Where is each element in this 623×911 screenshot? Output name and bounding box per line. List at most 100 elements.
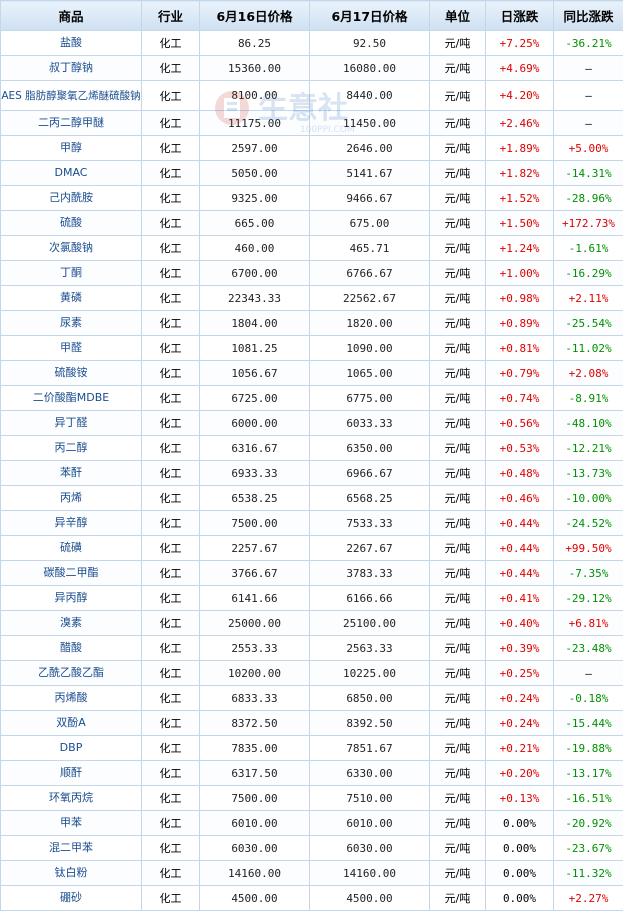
- unit-cell: 元/吨: [430, 261, 486, 286]
- commodity-cell: 叔丁醇钠: [1, 56, 142, 81]
- price-jun17-cell: 6850.00: [310, 686, 430, 711]
- yoy-change-cell: +2.08%: [554, 361, 623, 386]
- unit-cell: 元/吨: [430, 136, 486, 161]
- unit-cell: 元/吨: [430, 186, 486, 211]
- price-jun17-cell: 2563.33: [310, 636, 430, 661]
- daily-change-cell: +0.39%: [486, 636, 554, 661]
- yoy-change-cell: —: [554, 56, 623, 81]
- daily-change-cell: 0.00%: [486, 836, 554, 861]
- yoy-change-cell: -8.91%: [554, 386, 623, 411]
- industry-cell: 化工: [142, 336, 200, 361]
- unit-cell: 元/吨: [430, 661, 486, 686]
- industry-cell: 化工: [142, 586, 200, 611]
- industry-cell: 化工: [142, 786, 200, 811]
- industry-cell: 化工: [142, 561, 200, 586]
- industry-cell: 化工: [142, 386, 200, 411]
- industry-cell: 化工: [142, 861, 200, 886]
- daily-change-cell: +0.13%: [486, 786, 554, 811]
- yoy-change-cell: -12.21%: [554, 436, 623, 461]
- commodity-cell: 异丁醛: [1, 411, 142, 436]
- industry-cell: 化工: [142, 486, 200, 511]
- commodity-cell: 二价酸酯MDBE: [1, 386, 142, 411]
- daily-change-cell: 0.00%: [486, 886, 554, 911]
- industry-cell: 化工: [142, 736, 200, 761]
- unit-cell: 元/吨: [430, 836, 486, 861]
- daily-change-cell: +0.74%: [486, 386, 554, 411]
- price-jun16-cell: 9325.00: [200, 186, 310, 211]
- price-jun17-cell: 6010.00: [310, 811, 430, 836]
- unit-cell: 元/吨: [430, 736, 486, 761]
- daily-change-cell: +0.98%: [486, 286, 554, 311]
- daily-change-cell: +0.20%: [486, 761, 554, 786]
- unit-cell: 元/吨: [430, 536, 486, 561]
- yoy-change-cell: +5.00%: [554, 136, 623, 161]
- commodity-cell: 碳酸二甲酯: [1, 561, 142, 586]
- price-jun16-cell: 7835.00: [200, 736, 310, 761]
- daily-change-cell: 0.00%: [486, 861, 554, 886]
- yoy-change-cell: -16.51%: [554, 786, 623, 811]
- unit-cell: 元/吨: [430, 586, 486, 611]
- daily-change-cell: +4.20%: [486, 81, 554, 111]
- price-jun16-cell: 4500.00: [200, 886, 310, 911]
- yoy-change-cell: -13.73%: [554, 461, 623, 486]
- daily-change-cell: +1.50%: [486, 211, 554, 236]
- price-jun16-cell: 8372.50: [200, 711, 310, 736]
- unit-cell: 元/吨: [430, 336, 486, 361]
- price-jun17-cell: 6966.67: [310, 461, 430, 486]
- daily-change-cell: +1.00%: [486, 261, 554, 286]
- industry-cell: 化工: [142, 611, 200, 636]
- price-jun17-cell: 4500.00: [310, 886, 430, 911]
- price-jun17-cell: 6166.66: [310, 586, 430, 611]
- price-jun17-cell: 3783.33: [310, 561, 430, 586]
- price-jun16-cell: 6010.00: [200, 811, 310, 836]
- industry-cell: 化工: [142, 136, 200, 161]
- unit-cell: 元/吨: [430, 311, 486, 336]
- unit-cell: 元/吨: [430, 56, 486, 81]
- daily-change-cell: +1.82%: [486, 161, 554, 186]
- price-jun17-cell: 22562.67: [310, 286, 430, 311]
- price-jun17-cell: 9466.67: [310, 186, 430, 211]
- price-jun17-cell: 6033.33: [310, 411, 430, 436]
- price-jun16-cell: 7500.00: [200, 786, 310, 811]
- daily-change-cell: +1.24%: [486, 236, 554, 261]
- commodity-cell: 丙烯: [1, 486, 142, 511]
- price-jun17-cell: 1820.00: [310, 311, 430, 336]
- price-jun16-cell: 665.00: [200, 211, 310, 236]
- industry-cell: 化工: [142, 836, 200, 861]
- daily-change-cell: +0.48%: [486, 461, 554, 486]
- price-jun17-cell: 1090.00: [310, 336, 430, 361]
- commodity-cell: 环氧丙烷: [1, 786, 142, 811]
- daily-change-cell: +7.25%: [486, 31, 554, 56]
- price-jun16-cell: 2553.33: [200, 636, 310, 661]
- industry-cell: 化工: [142, 56, 200, 81]
- industry-cell: 化工: [142, 111, 200, 136]
- commodity-cell: 丁酮: [1, 261, 142, 286]
- industry-cell: 化工: [142, 886, 200, 911]
- unit-cell: 元/吨: [430, 161, 486, 186]
- yoy-change-cell: -0.18%: [554, 686, 623, 711]
- commodity-cell: 顺酐: [1, 761, 142, 786]
- commodity-cell: 混二甲苯: [1, 836, 142, 861]
- yoy-change-cell: +2.27%: [554, 886, 623, 911]
- unit-cell: 元/吨: [430, 386, 486, 411]
- price-jun16-cell: 460.00: [200, 236, 310, 261]
- unit-cell: 元/吨: [430, 361, 486, 386]
- header-yoy-change: 同比涨跌: [554, 1, 623, 31]
- industry-cell: 化工: [142, 261, 200, 286]
- daily-change-cell: +1.89%: [486, 136, 554, 161]
